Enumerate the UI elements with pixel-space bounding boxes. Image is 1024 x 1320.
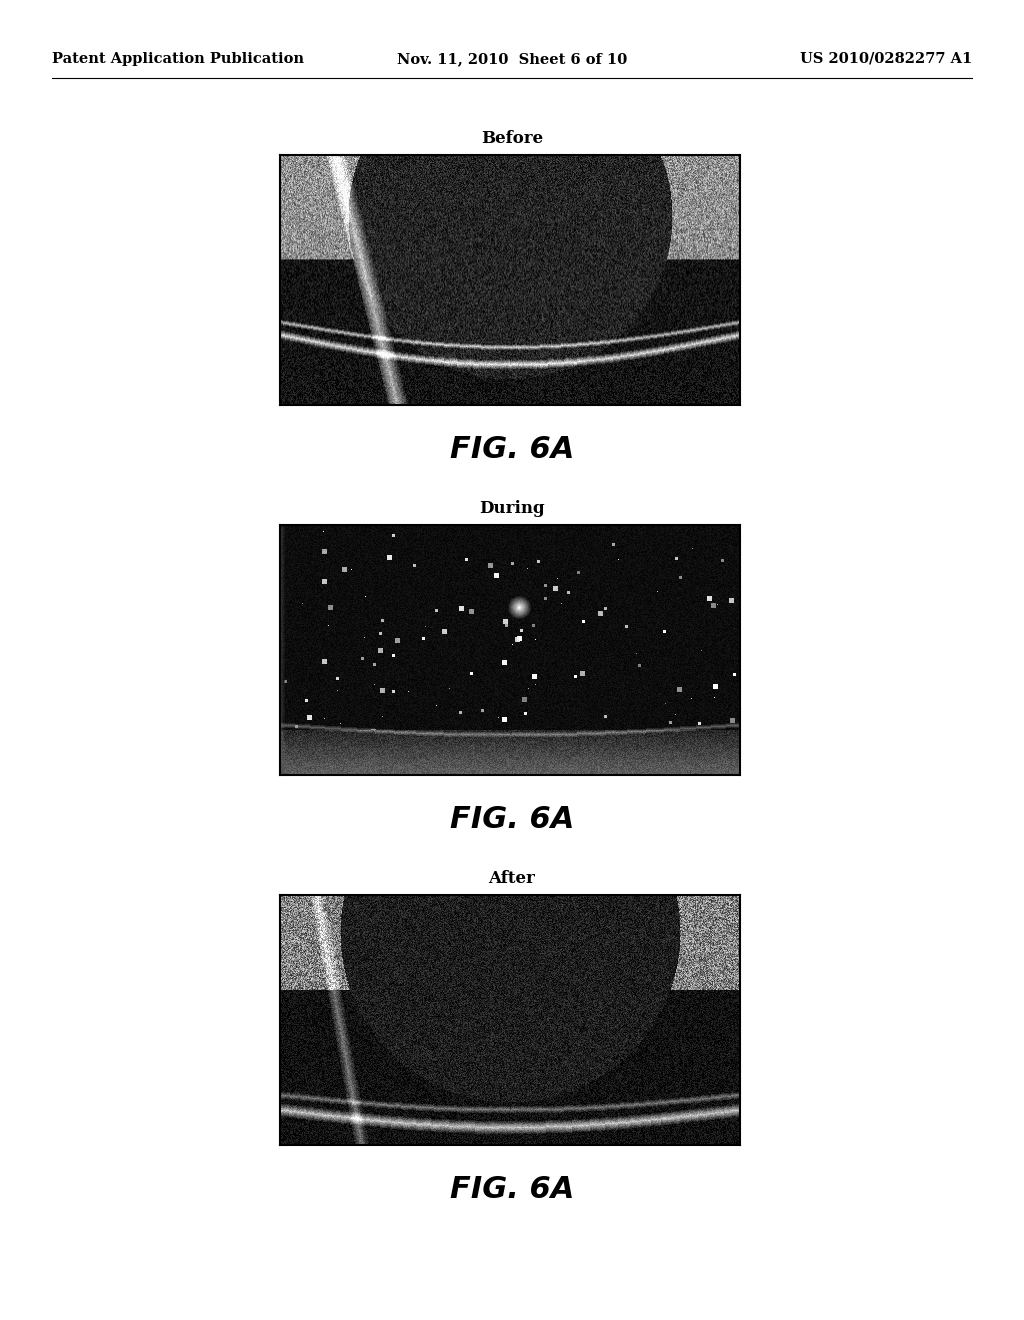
Text: FIG. 6A: FIG. 6A [450,436,574,465]
Text: Nov. 11, 2010  Sheet 6 of 10: Nov. 11, 2010 Sheet 6 of 10 [397,51,627,66]
Text: Patent Application Publication: Patent Application Publication [52,51,304,66]
Text: FIG. 6A: FIG. 6A [450,1175,574,1204]
Text: US 2010/0282277 A1: US 2010/0282277 A1 [800,51,972,66]
Text: Before: Before [481,129,543,147]
Text: After: After [488,870,536,887]
Text: FIG. 6A: FIG. 6A [450,805,574,834]
Text: During: During [479,500,545,517]
